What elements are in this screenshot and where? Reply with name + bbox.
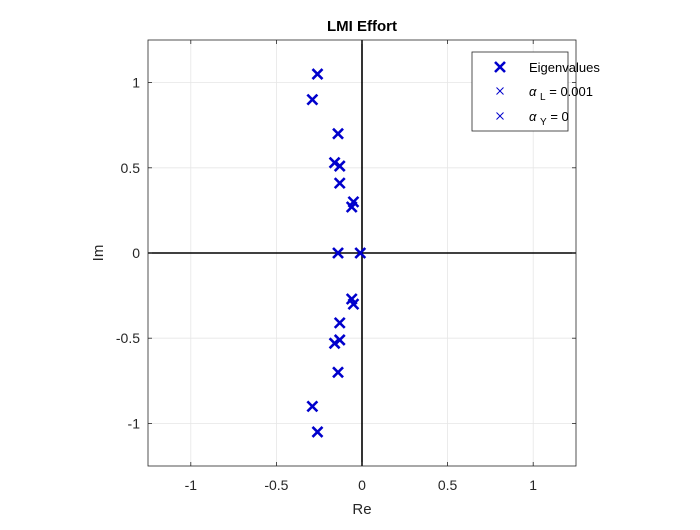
- y-tick-label: 0: [132, 245, 140, 261]
- legend-label-alpha-y: α Y = 0: [529, 109, 569, 128]
- eigenvalue-marker: [332, 127, 344, 140]
- eigenvalue-marker: [333, 177, 346, 190]
- y-tick-label: 1: [132, 75, 140, 91]
- legend-marker-alpha-l: [496, 87, 504, 95]
- legend-alpha-y-value: = 0: [550, 109, 568, 124]
- legend-label-eigenvalues: Eigenvalues: [529, 60, 600, 75]
- eigenvalue-marker: [306, 93, 319, 106]
- legend: Eigenvalues α L = 0.001 α Y = 0: [471, 51, 600, 132]
- eigenvalue-marker: [306, 400, 319, 413]
- chart-title: LMI Effort: [327, 18, 397, 35]
- eigenvalue-marker: [345, 201, 358, 213]
- x-tick-label: -1: [185, 477, 198, 493]
- legend-cross-thin: [496, 112, 504, 120]
- eigenvalue-marker: [332, 247, 344, 259]
- axis-ticks: -1 -0.5 0 0.5 1 -1 -0.5 0 0.5 1: [116, 40, 576, 493]
- data-points: [306, 68, 367, 438]
- x-tick-label: -0.5: [264, 477, 288, 493]
- y-tick-label: 0.5: [121, 160, 141, 176]
- legend-marker-eigenvalues: [494, 61, 506, 73]
- eigenvalue-marker: [311, 426, 324, 438]
- y-tick-label: -0.5: [116, 330, 140, 346]
- legend-alpha-l-subscript: L: [540, 92, 546, 103]
- legend-box: [471, 51, 569, 132]
- eigenvalue-marker: [354, 247, 367, 259]
- legend-alpha-y-subscript: Y: [540, 117, 547, 128]
- eigenvalue-marker: [345, 293, 358, 305]
- y-axis-label: Im: [90, 245, 107, 262]
- x-tick-label: 0: [358, 477, 366, 493]
- legend-alpha-l-symbol: α: [529, 84, 537, 99]
- eigenvalue-marker: [333, 160, 346, 173]
- eigenvalue-marker: [311, 68, 324, 80]
- x-tick-label: 1: [529, 477, 537, 493]
- legend-marker-alpha-y: [496, 112, 504, 120]
- y-tick-label: -1: [128, 415, 141, 431]
- eigenvalue-marker: [333, 333, 346, 346]
- eigenvalue-marker: [333, 316, 346, 329]
- legend-label-alpha-l: α L = 0.001: [529, 84, 593, 103]
- legend-alpha-y-symbol: α: [529, 109, 537, 124]
- eigenvalue-marker: [332, 366, 344, 379]
- legend-cross-thin: [496, 87, 504, 95]
- legend-cross-bold: [494, 61, 506, 73]
- x-axis-label: Re: [352, 501, 371, 518]
- legend-alpha-l-value: = 0.001: [549, 84, 593, 99]
- x-tick-label: 0.5: [438, 477, 458, 493]
